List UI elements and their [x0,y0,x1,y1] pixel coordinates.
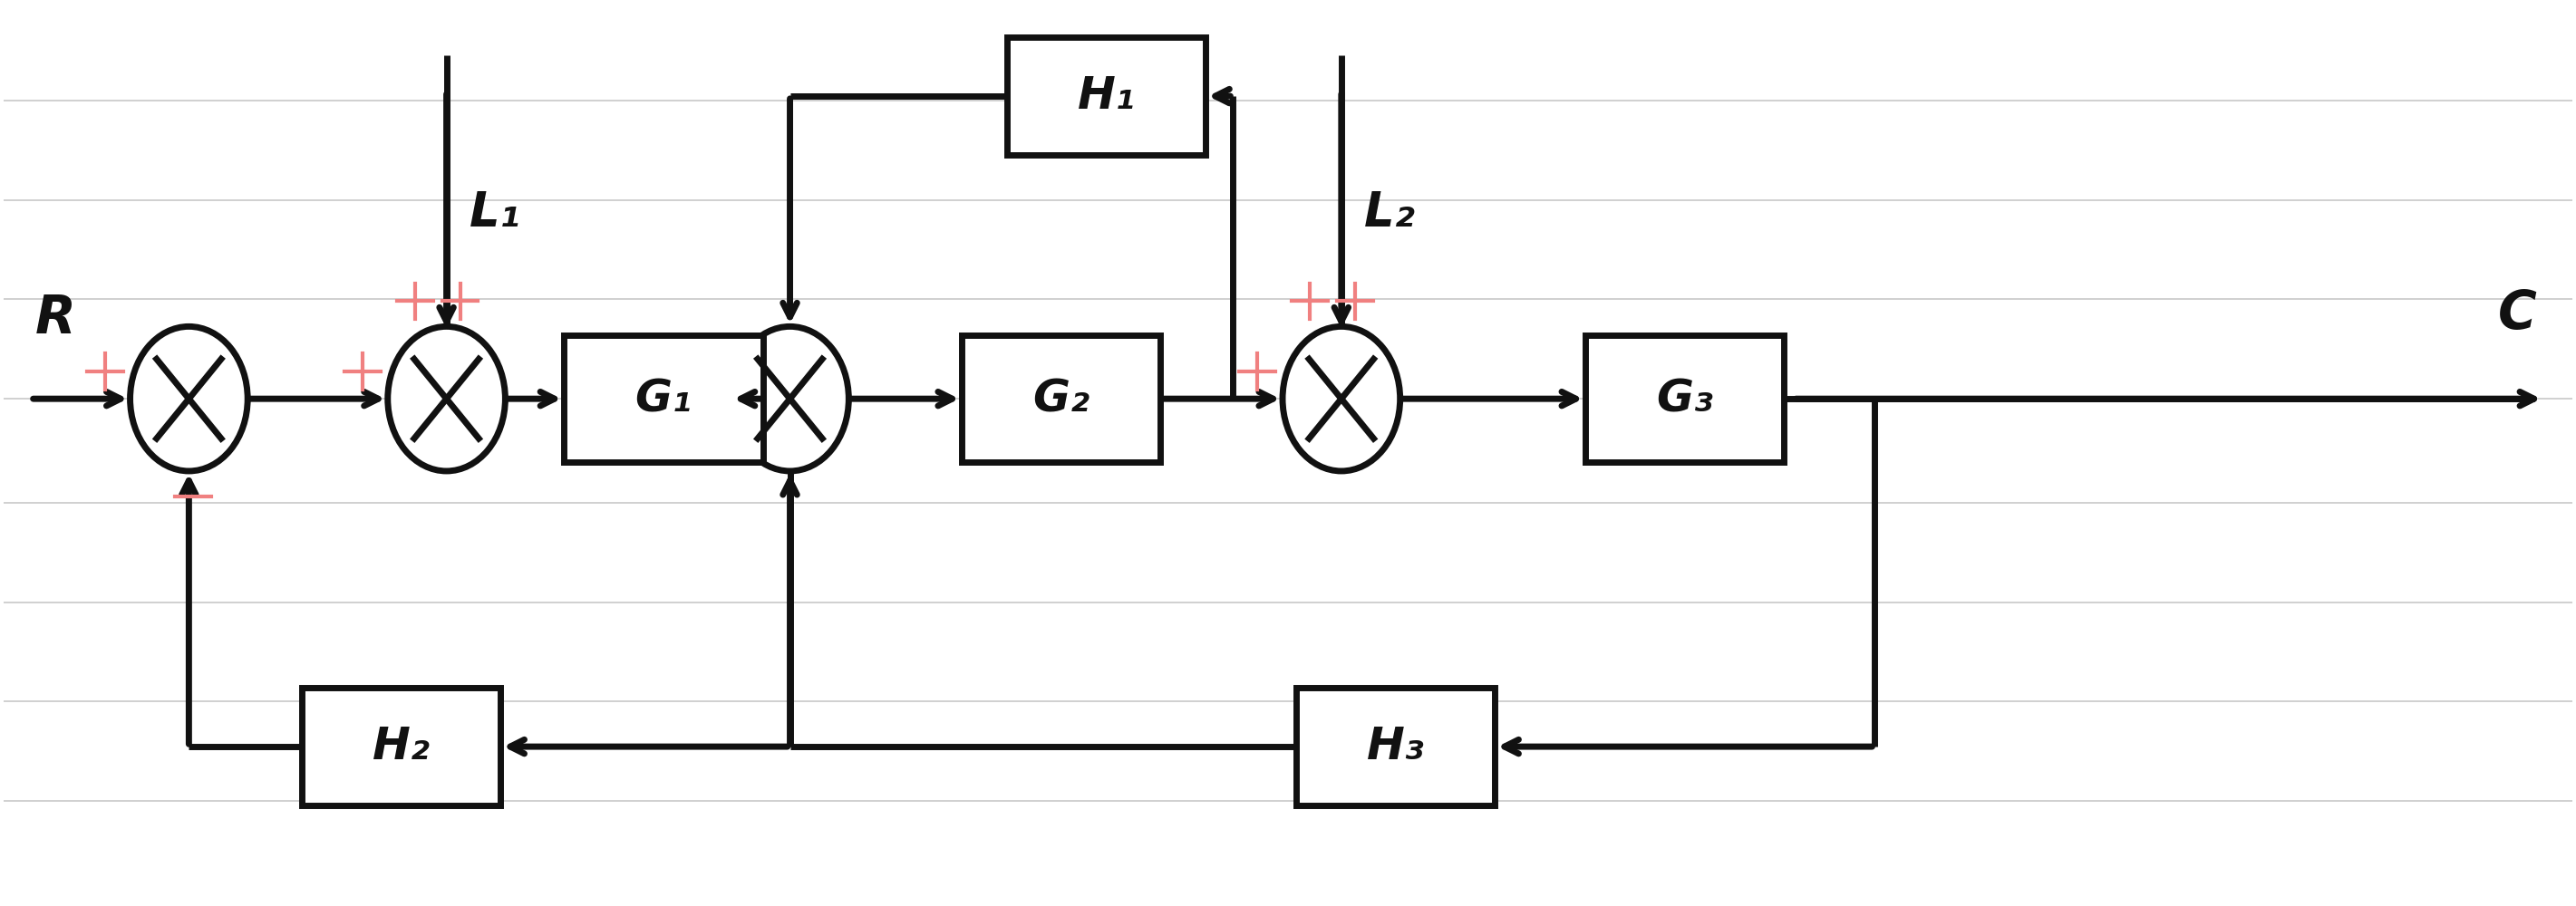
Bar [1584,335,1785,462]
Ellipse shape [389,326,505,471]
Bar [301,688,500,805]
Text: C: C [2499,288,2537,340]
Text: H₂: H₂ [374,725,430,768]
Text: L₁: L₁ [469,189,520,236]
Ellipse shape [1283,326,1401,471]
Bar [1007,37,1206,155]
Text: L₂: L₂ [1363,189,1414,236]
Text: H₁: H₁ [1077,74,1136,118]
Ellipse shape [131,326,247,471]
Bar [564,335,762,462]
Text: G₁: G₁ [634,377,693,420]
Bar [1296,688,1494,805]
Ellipse shape [732,326,848,471]
Bar [961,335,1162,462]
Text: G₃: G₃ [1656,377,1713,420]
Text: H₃: H₃ [1368,725,1425,768]
Text: R: R [36,293,77,344]
Text: G₂: G₂ [1033,377,1090,420]
